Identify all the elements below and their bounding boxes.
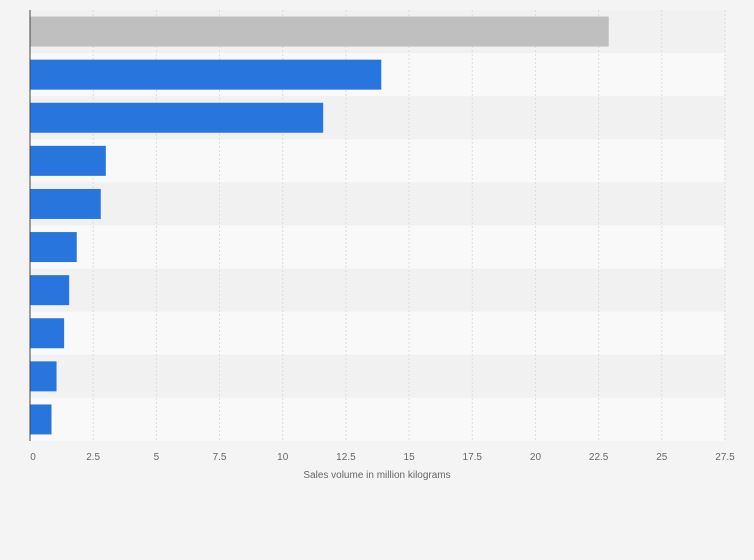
x-tick-label: 22.5 xyxy=(589,452,609,463)
x-tick-label: 27.5 xyxy=(715,452,735,463)
row-band xyxy=(30,268,725,312)
x-tick-label: 10 xyxy=(277,452,289,463)
bar xyxy=(30,232,77,263)
bar xyxy=(30,59,382,90)
x-tick-label: 2.5 xyxy=(86,452,100,463)
x-axis-title: Sales volume in million kilograms xyxy=(303,470,450,481)
x-tick-labels: 0 2.5 5 7.5 10 12.5 15 17.5 20 22.5 25 27.5 xyxy=(30,452,735,463)
x-tick-label: 20 xyxy=(530,452,542,463)
x-tick-label: 5 xyxy=(154,452,160,463)
x-tick-label: 7.5 xyxy=(213,452,227,463)
row-band xyxy=(30,311,725,355)
row-band xyxy=(30,397,725,441)
bar xyxy=(30,361,57,392)
row-band xyxy=(30,354,725,398)
bar xyxy=(30,16,609,47)
x-tick-label: 25 xyxy=(656,452,668,463)
bars xyxy=(30,16,609,435)
x-tick-label: 15 xyxy=(404,452,416,463)
bar xyxy=(30,102,324,133)
row-bands xyxy=(30,10,725,441)
bar xyxy=(30,318,65,349)
x-tick-label: 17.5 xyxy=(463,452,483,463)
x-tick-label: 0 xyxy=(30,452,36,463)
x-tick-label: 12.5 xyxy=(336,452,356,463)
bar xyxy=(30,275,70,306)
bar xyxy=(30,404,52,435)
row-band xyxy=(30,225,725,269)
bar xyxy=(30,145,106,176)
bar xyxy=(30,188,101,219)
row-band xyxy=(30,182,725,226)
row-band xyxy=(30,139,725,183)
